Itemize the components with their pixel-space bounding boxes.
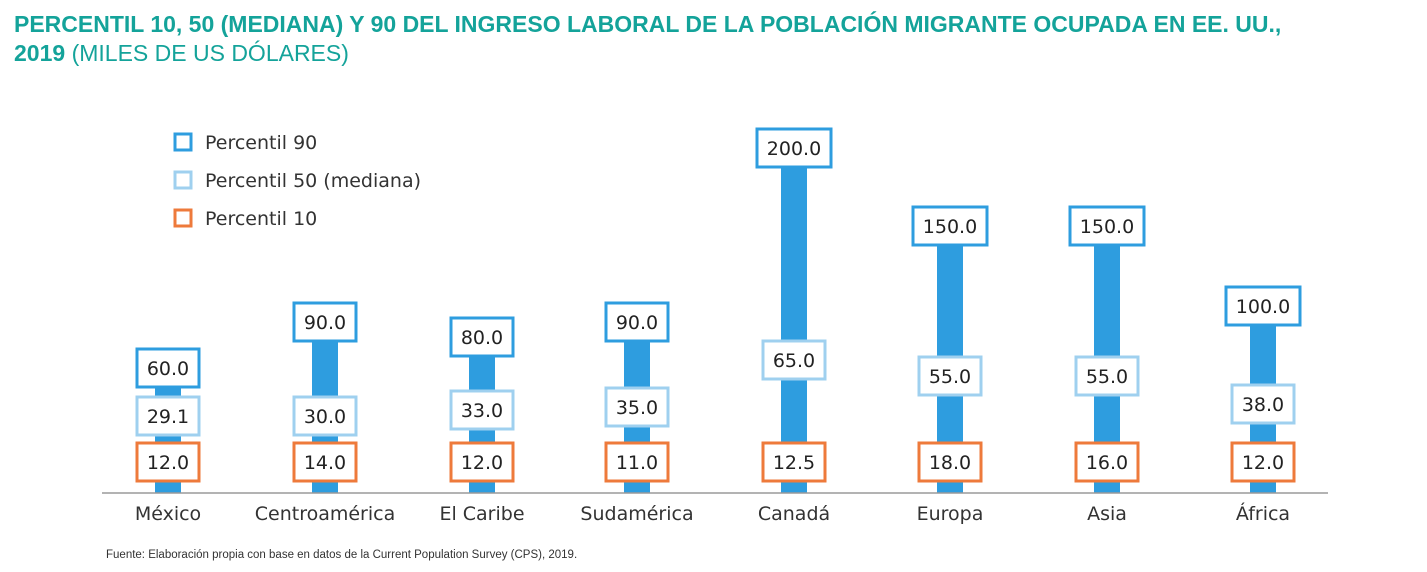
p50-label-text: 38.0 bbox=[1242, 394, 1284, 416]
legend-label: Percentil 90 bbox=[205, 132, 317, 154]
legend-item: Percentil 50 (mediana) bbox=[173, 170, 421, 192]
p90-label-box bbox=[755, 127, 833, 169]
p90-label: 100.0 bbox=[1224, 285, 1302, 327]
p90-label-box bbox=[292, 301, 358, 343]
p10-label: 12.5 bbox=[761, 441, 827, 483]
category-label: Asia bbox=[1087, 503, 1127, 525]
p50-label: 30.0 bbox=[292, 395, 358, 437]
p90-label-text: 90.0 bbox=[616, 312, 658, 334]
p10-label: 18.0 bbox=[917, 441, 983, 483]
p50-label-text: 55.0 bbox=[929, 366, 971, 388]
legend-swatch bbox=[173, 170, 193, 190]
p10-label-box bbox=[449, 441, 515, 483]
p50-label: 55.0 bbox=[1074, 355, 1140, 397]
p10-label-box bbox=[761, 441, 827, 483]
p10-label-text: 12.0 bbox=[147, 452, 189, 474]
p10-label: 12.0 bbox=[135, 441, 201, 483]
p50-label: 65.0 bbox=[761, 339, 827, 381]
p90-label: 90.0 bbox=[292, 301, 358, 343]
category-label: Canadá bbox=[758, 503, 830, 525]
chart-title: PERCENTIL 10, 50 (MEDIANA) Y 90 DEL INGR… bbox=[14, 10, 1414, 68]
p50-label-text: 30.0 bbox=[304, 406, 346, 428]
p90-label-text: 200.0 bbox=[767, 138, 821, 160]
category-label: El Caribe bbox=[439, 503, 524, 525]
legend-label: Percentil 10 bbox=[205, 208, 317, 230]
p10-label-box bbox=[292, 441, 358, 483]
p90-label-box bbox=[911, 205, 989, 247]
p10-label-text: 11.0 bbox=[616, 452, 658, 474]
p90-label: 150.0 bbox=[911, 205, 989, 247]
p90-label-text: 80.0 bbox=[461, 327, 503, 349]
p10-label: 14.0 bbox=[292, 441, 358, 483]
p50-label-box bbox=[292, 395, 358, 437]
p10-label-text: 12.0 bbox=[1242, 452, 1284, 474]
p50-label-box bbox=[449, 389, 515, 431]
chart-title-year: 2019 bbox=[14, 40, 66, 66]
legend-item: Percentil 10 bbox=[173, 208, 317, 230]
p10-label-box bbox=[1074, 441, 1140, 483]
legend-label: Percentil 50 (mediana) bbox=[205, 170, 421, 192]
p10-label-text: 14.0 bbox=[304, 452, 346, 474]
p10-label-text: 16.0 bbox=[1086, 452, 1128, 474]
p10-label-box bbox=[1230, 441, 1296, 483]
p90-label: 80.0 bbox=[449, 316, 515, 358]
p90-label-box bbox=[449, 316, 515, 358]
p50-label-box bbox=[604, 386, 670, 428]
p90-label-text: 100.0 bbox=[1236, 296, 1290, 318]
p50-label-box bbox=[135, 395, 201, 437]
p50-label-text: 65.0 bbox=[773, 350, 815, 372]
category-label: México bbox=[135, 503, 201, 525]
p10-label: 11.0 bbox=[604, 441, 670, 483]
p50-label-text: 35.0 bbox=[616, 397, 658, 419]
p90-label-box bbox=[1068, 205, 1146, 247]
legend-swatch bbox=[173, 132, 193, 152]
p10-label: 12.0 bbox=[1230, 441, 1296, 483]
p90-label-text: 150.0 bbox=[923, 216, 977, 238]
p90-label-text: 150.0 bbox=[1080, 216, 1134, 238]
p50-label: 29.1 bbox=[135, 395, 201, 437]
p90-label-box bbox=[604, 301, 670, 343]
legend-swatch bbox=[173, 208, 193, 228]
p50-label: 35.0 bbox=[604, 386, 670, 428]
source-note: Fuente: Elaboración propia con base en d… bbox=[106, 549, 578, 561]
p90-label: 200.0 bbox=[755, 127, 833, 169]
p50-label-box bbox=[1074, 355, 1140, 397]
p90-label-box bbox=[135, 347, 201, 389]
p50-label-box bbox=[761, 339, 827, 381]
p10-label-text: 12.0 bbox=[461, 452, 503, 474]
p90-label: 150.0 bbox=[1068, 205, 1146, 247]
p90-label: 90.0 bbox=[604, 301, 670, 343]
range-bar bbox=[781, 148, 807, 493]
chart-title-unit: (MILES DE US DÓLARES) bbox=[71, 40, 349, 66]
category-label: África bbox=[1236, 502, 1290, 525]
p50-label: 38.0 bbox=[1230, 383, 1296, 425]
p10-label-box bbox=[917, 441, 983, 483]
p10-label-text: 12.5 bbox=[773, 452, 815, 474]
p10-label-box bbox=[135, 441, 201, 483]
p50-label-box bbox=[917, 355, 983, 397]
legend-item: Percentil 90 bbox=[173, 132, 317, 154]
p10-label-text: 18.0 bbox=[929, 452, 971, 474]
p50-label-text: 33.0 bbox=[461, 400, 503, 422]
p50-label: 33.0 bbox=[449, 389, 515, 431]
p90-label-text: 90.0 bbox=[304, 312, 346, 334]
p90-label: 60.0 bbox=[135, 347, 201, 389]
chart-title-main: PERCENTIL 10, 50 (MEDIANA) Y 90 DEL INGR… bbox=[14, 11, 1282, 37]
category-label: Europa bbox=[917, 503, 984, 525]
category-label: Centroamérica bbox=[255, 503, 396, 525]
p50-label-box bbox=[1230, 383, 1296, 425]
p90-label-text: 60.0 bbox=[147, 358, 189, 380]
p50-label: 55.0 bbox=[917, 355, 983, 397]
p10-label-box bbox=[604, 441, 670, 483]
p50-label-text: 29.1 bbox=[147, 406, 189, 428]
category-label: Sudamérica bbox=[580, 503, 693, 525]
p50-label-text: 55.0 bbox=[1086, 366, 1128, 388]
p10-label: 16.0 bbox=[1074, 441, 1140, 483]
p10-label: 12.0 bbox=[449, 441, 515, 483]
p90-label-box bbox=[1224, 285, 1302, 327]
